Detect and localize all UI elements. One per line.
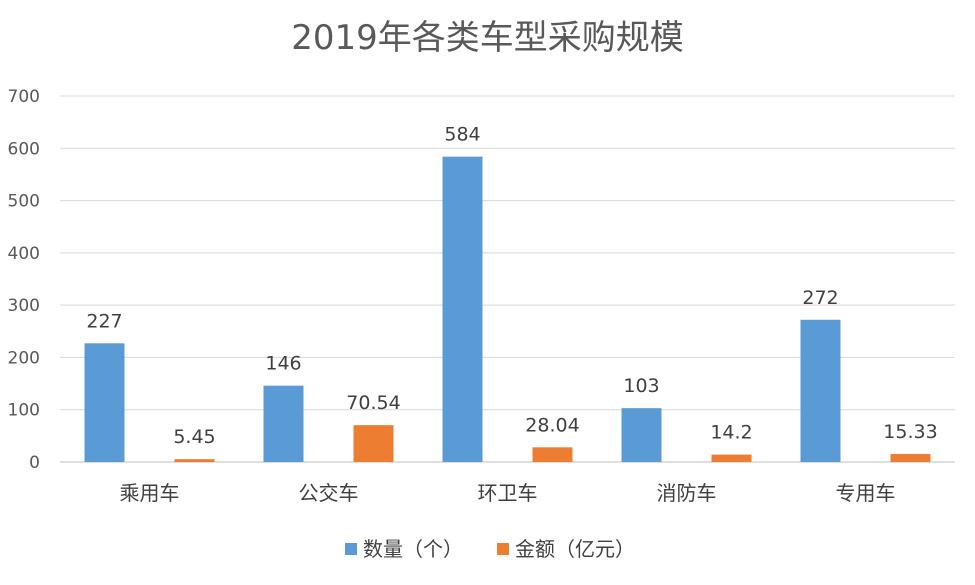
data-label: 272 xyxy=(802,287,838,309)
y-tick-label: 500 xyxy=(8,192,40,212)
x-tick-label: 专用车 xyxy=(836,481,896,505)
data-label: 15.33 xyxy=(883,421,937,443)
x-tick-label: 消防车 xyxy=(657,481,717,505)
legend-swatch xyxy=(497,543,509,555)
legend-label: 数量（个） xyxy=(363,537,463,561)
y-tick-label: 0 xyxy=(29,453,40,473)
bar-amount xyxy=(353,425,394,462)
y-tick-label: 300 xyxy=(8,296,40,316)
data-label: 14.2 xyxy=(710,422,752,444)
y-tick-label: 400 xyxy=(8,244,40,264)
data-label: 584 xyxy=(444,124,480,146)
y-tick-label: 600 xyxy=(8,139,40,159)
y-tick-label: 700 xyxy=(8,87,40,107)
x-tick-label: 乘用车 xyxy=(120,481,180,505)
x-tick-label: 公交车 xyxy=(299,481,359,505)
bar-amount xyxy=(532,447,573,462)
data-label: 103 xyxy=(623,375,659,397)
data-label: 70.54 xyxy=(346,392,400,414)
bar-amount xyxy=(890,453,931,462)
bar-quantity xyxy=(263,385,304,462)
bar-amount xyxy=(711,454,752,462)
data-label: 227 xyxy=(86,310,122,332)
bar-quantity xyxy=(84,343,125,462)
legend-label: 金额（亿元） xyxy=(515,537,635,561)
bar-quantity xyxy=(621,408,662,462)
bar-quantity xyxy=(800,319,841,462)
bar-quantity xyxy=(442,156,483,462)
chart-title: 2019年各类车型采购规模 xyxy=(291,18,684,58)
data-label: 28.04 xyxy=(525,414,579,436)
data-label: 5.45 xyxy=(173,426,215,448)
bar-amount xyxy=(174,459,215,462)
y-tick-label: 200 xyxy=(8,348,40,368)
x-tick-label: 环卫车 xyxy=(478,481,538,505)
data-label: 146 xyxy=(265,353,301,375)
legend-swatch xyxy=(345,543,357,555)
y-tick-label: 100 xyxy=(8,401,40,421)
